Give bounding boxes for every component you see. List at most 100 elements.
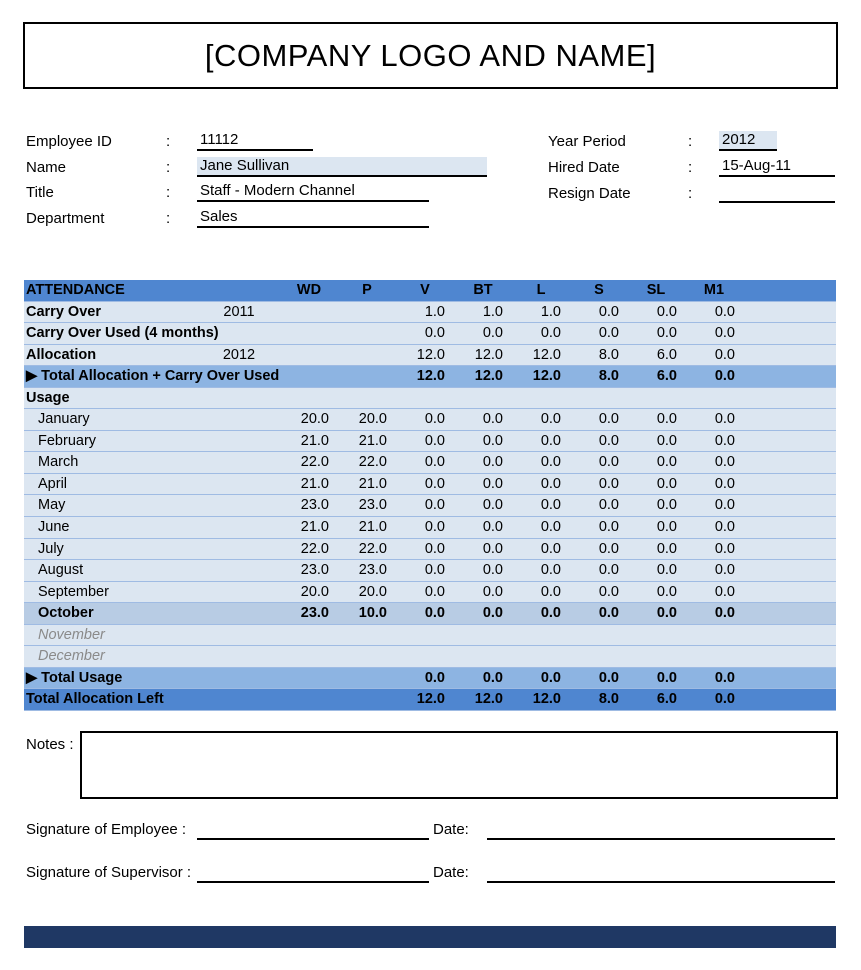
colon: :: [166, 210, 171, 227]
cell-m1: 0.0: [714, 562, 735, 579]
cell-v: 1.0: [424, 303, 445, 320]
cell-s: 0.0: [598, 583, 619, 600]
cell-l: 12.0: [532, 346, 561, 363]
table-row: May 23.0 23.0 0.0 0.0 0.0 0.0 0.0 0.0: [24, 495, 836, 518]
row-label: January: [38, 411, 90, 428]
employee-id-field[interactable]: 11112: [197, 131, 313, 151]
header-bt: BT: [473, 282, 493, 298]
cell-bt: 0.0: [482, 475, 503, 492]
year-period-label: Year Period: [548, 133, 626, 150]
cell-bt: 0.0: [482, 669, 503, 686]
employee-signature-field[interactable]: [197, 820, 429, 840]
cell-m1: 0.0: [714, 432, 735, 449]
row-label: Carry Over Used (4 months): [26, 325, 219, 342]
attendance-table: ATTENDANCE WD P V BT L S SL M1 Carry Over 2011 1.0 1…: [24, 280, 836, 711]
cell-v: 12.0: [416, 368, 445, 385]
cell-l: 1.0: [540, 303, 561, 320]
cell-p: 21.0: [358, 519, 387, 536]
cell-s: 8.0: [598, 368, 619, 385]
row-label: May: [38, 497, 66, 514]
cell-m1: 0.0: [714, 454, 735, 471]
cell-l: 0.0: [540, 454, 561, 471]
supervisor-date-label: Date:: [433, 864, 469, 881]
cell-wd: 20.0: [300, 583, 329, 600]
cell-l: 0.0: [540, 669, 561, 686]
header-sl: SL: [646, 282, 666, 298]
cell-sl: 0.0: [656, 583, 677, 600]
cell-bt: 12.0: [474, 691, 503, 708]
cell-m1: 0.0: [714, 325, 735, 342]
cell-sl: 6.0: [656, 368, 677, 385]
resign-date-field[interactable]: [719, 183, 835, 203]
header-m1: M1: [703, 282, 725, 298]
year-period-field[interactable]: 2012: [719, 131, 777, 151]
footer-bar: [24, 926, 836, 948]
notes-label: Notes :: [26, 736, 74, 753]
cell-bt: 0.0: [482, 540, 503, 557]
department-label: Department: [26, 210, 105, 227]
header-l: L: [536, 282, 546, 298]
cell-sl: 0.0: [656, 540, 677, 557]
cell-wd: 21.0: [300, 432, 329, 449]
cell-s: 8.0: [598, 691, 619, 708]
row-label: ▶ Total Allocation + Carry Over Used: [26, 368, 280, 385]
name-field[interactable]: Jane Sullivan: [197, 157, 487, 177]
supervisor-signature-field[interactable]: [197, 863, 429, 883]
row-label: Total Allocation Left: [26, 691, 164, 708]
table-row: Carry Over Used (4 months) 0.0 0.0 0.0 0.0 0.…: [24, 323, 836, 345]
cell-l: 0.0: [540, 432, 561, 449]
resign-date-label: Resign Date: [548, 185, 631, 202]
hired-date-field[interactable]: 15-Aug-11: [719, 157, 835, 177]
cell-wd: 21.0: [300, 519, 329, 536]
table-row: Usage: [24, 387, 836, 410]
cell-m1: 0.0: [714, 540, 735, 557]
cell-v: 0.0: [424, 669, 445, 686]
cell-v: 0.0: [424, 475, 445, 492]
row-label: August: [38, 562, 84, 579]
header-wd: WD: [296, 282, 322, 298]
department-field[interactable]: Sales: [197, 208, 429, 228]
cell-v: 0.0: [424, 540, 445, 557]
cell-s: 0.0: [598, 325, 619, 342]
row-label: September: [38, 583, 109, 600]
colon: :: [688, 159, 693, 176]
supervisor-date-field[interactable]: [487, 863, 835, 883]
cell-m1: 0.0: [714, 583, 735, 600]
cell-wd: 23.0: [300, 605, 329, 622]
cell-sl: 0.0: [656, 475, 677, 492]
cell-s: 0.0: [598, 562, 619, 579]
cell-wd: 20.0: [300, 411, 329, 428]
colon: :: [688, 133, 693, 150]
cell-sl: 0.0: [656, 411, 677, 428]
cell-l: 0.0: [540, 497, 561, 514]
cell-sl: 0.0: [656, 325, 677, 342]
employee-date-field[interactable]: [487, 820, 835, 840]
cell-l: 0.0: [540, 562, 561, 579]
cell-bt: 0.0: [482, 454, 503, 471]
cell-p: 23.0: [358, 562, 387, 579]
cell-m1: 0.0: [714, 411, 735, 428]
title-field[interactable]: Staff - Modern Channel: [197, 182, 429, 202]
cell-wd: 22.0: [300, 540, 329, 557]
cell-bt: 0.0: [482, 411, 503, 428]
header-attendance: ATTENDANCE: [26, 282, 125, 298]
table-row: June 21.0 21.0 0.0 0.0 0.0 0.0 0.0 0.0: [24, 517, 836, 539]
row-label: December: [38, 648, 105, 665]
cell-bt: 0.0: [482, 432, 503, 449]
cell-l: 12.0: [532, 368, 561, 385]
table-row: Carry Over 2011 1.0 1.0 1.0 0.0 0.0 0.0: [24, 301, 836, 324]
row-label: October: [38, 605, 94, 622]
cell-bt: 0.0: [482, 605, 503, 622]
cell-s: 0.0: [598, 605, 619, 622]
cell-p: 20.0: [358, 411, 387, 428]
cell-l: 0.0: [540, 605, 561, 622]
notes-box[interactable]: [80, 731, 838, 799]
table-row: September 20.0 20.0 0.0 0.0 0.0 0.0 0.0 0.0: [24, 581, 836, 604]
cell-sl: 0.0: [656, 669, 677, 686]
table-row: March 22.0 22.0 0.0 0.0 0.0 0.0 0.0 0.0: [24, 452, 836, 474]
table-row: ▶ Total Usage 0.0 0.0 0.0 0.0 0.0 0.0: [24, 667, 836, 690]
cell-v: 0.0: [424, 562, 445, 579]
cell-p: 20.0: [358, 583, 387, 600]
cell-bt: 0.0: [482, 497, 503, 514]
cell-s: 8.0: [598, 346, 619, 363]
